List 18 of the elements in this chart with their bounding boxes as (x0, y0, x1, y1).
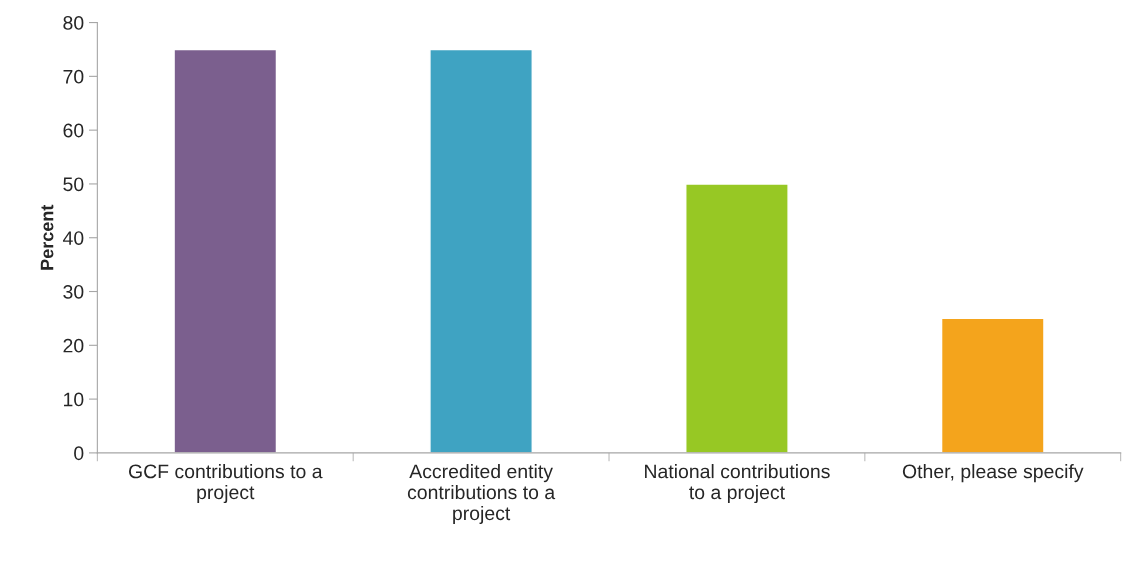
bar (173, 48, 278, 453)
x-tick-label: National contributions to a project (645, 464, 830, 504)
y-tick-label: 70 (63, 69, 84, 84)
y-axis-title: Percent (40, 204, 54, 270)
y-tick-label: 10 (64, 392, 84, 407)
x-tick-label: GCF contributions to a project (128, 464, 323, 504)
y-tick-label: 40 (62, 231, 84, 245)
y-tick-label: 80 (63, 16, 84, 30)
y-tick-label: 60 (63, 123, 84, 138)
bar (940, 317, 1045, 453)
bar (429, 48, 533, 453)
y-tick-label: 20 (63, 338, 84, 353)
x-tick-label: Accredited entity contributions to a project (407, 464, 556, 525)
x-tick-label: Other, please specify (902, 464, 1084, 483)
y-tick-label: 50 (63, 177, 84, 192)
bar (685, 183, 789, 453)
y-tick-label: 0 (74, 446, 84, 461)
y-tick-label: 30 (63, 284, 84, 299)
